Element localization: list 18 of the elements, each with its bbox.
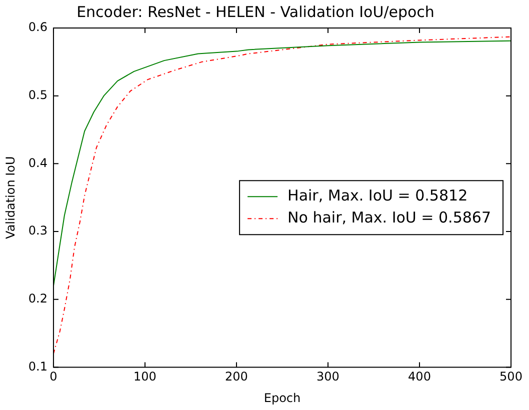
y-tick-label: 0.6 — [28, 20, 48, 34]
y-tick-label: 0.2 — [28, 291, 48, 306]
x-tick-label: 500 — [500, 370, 522, 384]
x-tick-label: 400 — [408, 370, 431, 384]
chart-title: Encoder: ResNet - HELEN - Validation IoU/epoch — [76, 2, 434, 21]
x-axis-title: Epoch — [264, 390, 301, 405]
legend-label: Hair, Max. IoU = 0.5812 — [288, 186, 468, 204]
y-axis-title: Validation IoU — [3, 156, 18, 239]
y-tick-label: 0.4 — [28, 156, 48, 170]
line-series — [53, 36, 511, 354]
x-tick-label: 100 — [134, 370, 156, 384]
x-tick-label: 0 — [50, 370, 58, 384]
legend-label: No hair, Max. IoU = 0.5867 — [288, 208, 491, 226]
x-tick-label: 300 — [316, 370, 340, 384]
y-tick-label: 0.5 — [28, 88, 48, 102]
y-tick-label: 0.1 — [28, 359, 48, 374]
y-tick-label: 0.3 — [28, 224, 48, 238]
x-tick-label: 200 — [225, 370, 248, 384]
